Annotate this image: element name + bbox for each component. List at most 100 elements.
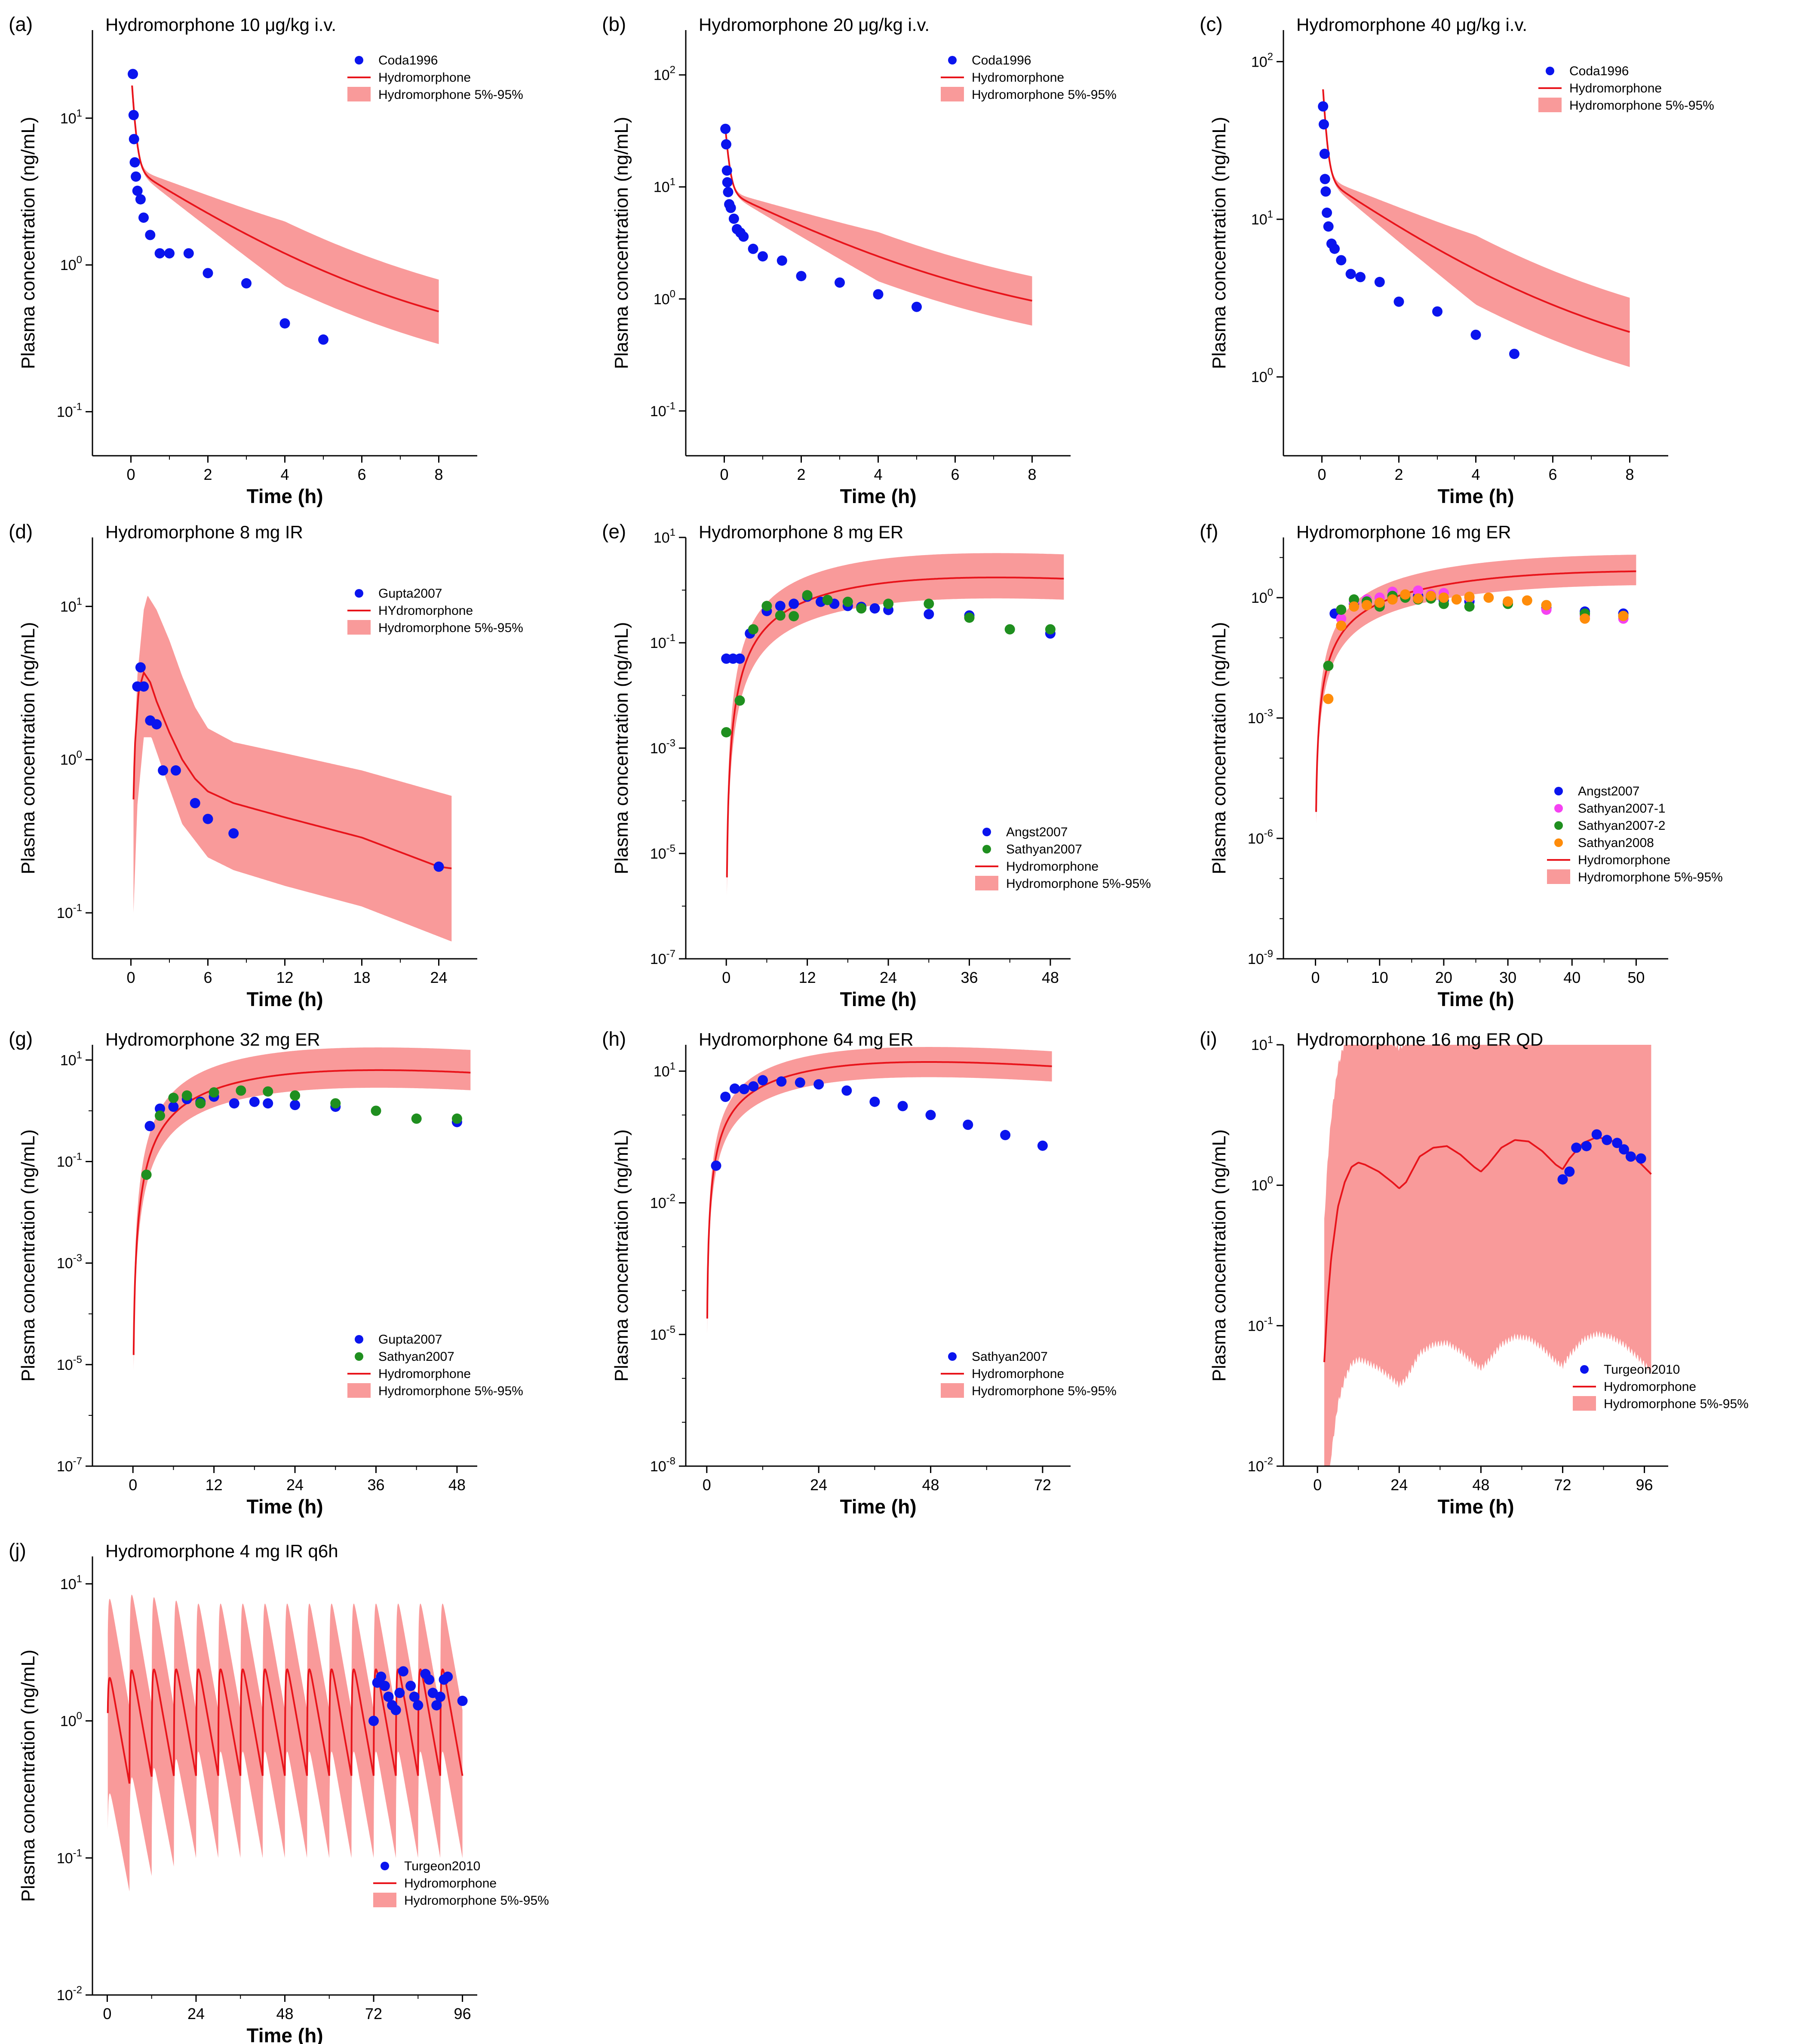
panel-j: 0 24 48 72 96 10-2 10-1 100 101 (j) Hydromorphone … (9, 1539, 549, 2044)
data-point (720, 1092, 731, 1102)
legend-label: Hydromorphone 5%-95% (972, 88, 1117, 102)
legend-marker (381, 1862, 389, 1870)
x-tick-label: 0 (126, 466, 135, 483)
x-axis-label: Time (h) (1437, 1495, 1514, 1518)
data-point (1571, 1142, 1582, 1153)
data-point (1374, 276, 1385, 287)
data-point (1625, 1151, 1636, 1162)
data-point (721, 727, 732, 738)
data-point (318, 334, 328, 345)
panel-title: Hydromorphone 40 μg/kg i.v. (1296, 15, 1527, 35)
x-tick-label: 36 (367, 1476, 384, 1494)
legend-band-swatch (1573, 1396, 1596, 1411)
data-point (203, 813, 213, 824)
legend-label: Hydromorphone (378, 1367, 471, 1381)
legend-label: Hydromorphone 5%-95% (1578, 870, 1723, 884)
panel-title: Hydromorphone 8 mg IR (105, 522, 303, 542)
y-tick-label: 101 (60, 107, 82, 127)
y-tick-label: 10-1 (57, 401, 82, 420)
panel-f: 0 10 20 30 40 50 10-9 10-6 10-3 100 (f) Hydromorpho… (1200, 520, 1723, 1010)
legend-label: Hydromorphone 5%-95% (378, 88, 523, 102)
y-axis-label: Plasma concentration (ng/mL) (611, 622, 632, 875)
x-tick-label: 24 (187, 2005, 205, 2023)
x-axis-label: Time (h) (246, 2024, 323, 2044)
legend: Turgeon2010 Hydromorphone Hydromorphone 5%… (1573, 1363, 1749, 1411)
data-point (158, 765, 169, 776)
x-tick-label: 0 (703, 1476, 711, 1494)
y-tick-label: 10-2 (1248, 1455, 1273, 1475)
data-point (721, 165, 732, 176)
legend: Angst2007 Sathyan2007 Hydromorphone Hydromo… (975, 825, 1151, 891)
data-point (170, 765, 181, 776)
panel-label: (j) (9, 1539, 26, 1562)
data-point (431, 1700, 442, 1711)
y-axis-label: Plasma concentration (ng/mL) (18, 622, 39, 875)
data-point (711, 1160, 721, 1171)
panel-title: Hydromorphone 64 mg ER (699, 1029, 914, 1050)
legend-label: HYdromorphone (378, 604, 473, 618)
legend-label: Hydromorphone 5%-95% (378, 1384, 523, 1398)
data-point (748, 243, 758, 254)
y-tick-label: 101 (654, 527, 675, 546)
legend-label: Hydromorphone 5%-95% (1569, 98, 1714, 113)
panel-label: (e) (602, 520, 626, 543)
model-line (706, 1061, 1052, 1319)
data-point (924, 609, 934, 620)
y-tick-label: 101 (60, 595, 82, 615)
data-point (413, 1700, 424, 1711)
data-point (433, 861, 444, 872)
x-axis-label: Time (h) (246, 485, 323, 507)
data-point (842, 596, 853, 607)
x-tick-label: 48 (276, 2005, 293, 2023)
legend-label: Sathyan2007 (378, 1350, 454, 1364)
data-point (183, 248, 194, 259)
data-point (1355, 272, 1366, 282)
data-point (1320, 174, 1330, 184)
data-point (228, 828, 239, 839)
data-point (1037, 1140, 1048, 1151)
x-tick-label: 6 (1548, 466, 1557, 483)
x-tick-label: 96 (454, 2005, 471, 2023)
data-point (776, 1076, 787, 1087)
data-point (241, 278, 252, 288)
y-tick-label: 102 (1251, 51, 1273, 70)
x-tick-label: 72 (1554, 1476, 1571, 1494)
y-axis-label: Plasma concentration (ng/mL) (1209, 1129, 1230, 1382)
data-point (739, 1084, 749, 1094)
band-5-95 (1323, 89, 1630, 367)
data-point (129, 134, 139, 144)
data-point (154, 248, 165, 259)
x-tick-label: 72 (365, 2005, 382, 2023)
data-point (128, 110, 139, 120)
y-tick-label: 10-2 (57, 1984, 82, 2004)
y-axis-label: Plasma concentration (ng/mL) (611, 117, 632, 369)
data-point (728, 213, 739, 224)
x-tick-label: 0 (720, 466, 728, 483)
data-point (1619, 1144, 1629, 1155)
data-point (168, 1093, 179, 1103)
panel-label: (f) (1200, 520, 1218, 543)
data-point (330, 1098, 341, 1109)
data-point (1349, 601, 1360, 612)
band-5-95 (1316, 555, 1636, 826)
legend-band-swatch (975, 876, 998, 890)
y-axis-label: Plasma concentration (ng/mL) (1209, 622, 1230, 875)
y-tick-label: 10-1 (57, 902, 82, 921)
data-point (1581, 1141, 1592, 1151)
x-tick-label: 12 (206, 1476, 223, 1494)
band-5-95 (727, 553, 1064, 899)
data-point (135, 662, 146, 673)
data-point (129, 157, 140, 168)
data-point (1400, 589, 1411, 600)
y-tick-label: 10-9 (1248, 948, 1273, 967)
data-point (368, 1716, 379, 1726)
panel-title: Hydromorphone 16 mg ER QD (1296, 1029, 1543, 1050)
x-tick-label: 0 (126, 969, 135, 986)
data-point (398, 1666, 408, 1677)
data-point (411, 1113, 422, 1124)
y-tick-label: 100 (1251, 587, 1273, 606)
x-tick-label: 0 (1313, 1476, 1322, 1494)
data-point (964, 612, 975, 623)
x-tick-label: 4 (874, 466, 882, 483)
legend-marker (1554, 787, 1563, 795)
